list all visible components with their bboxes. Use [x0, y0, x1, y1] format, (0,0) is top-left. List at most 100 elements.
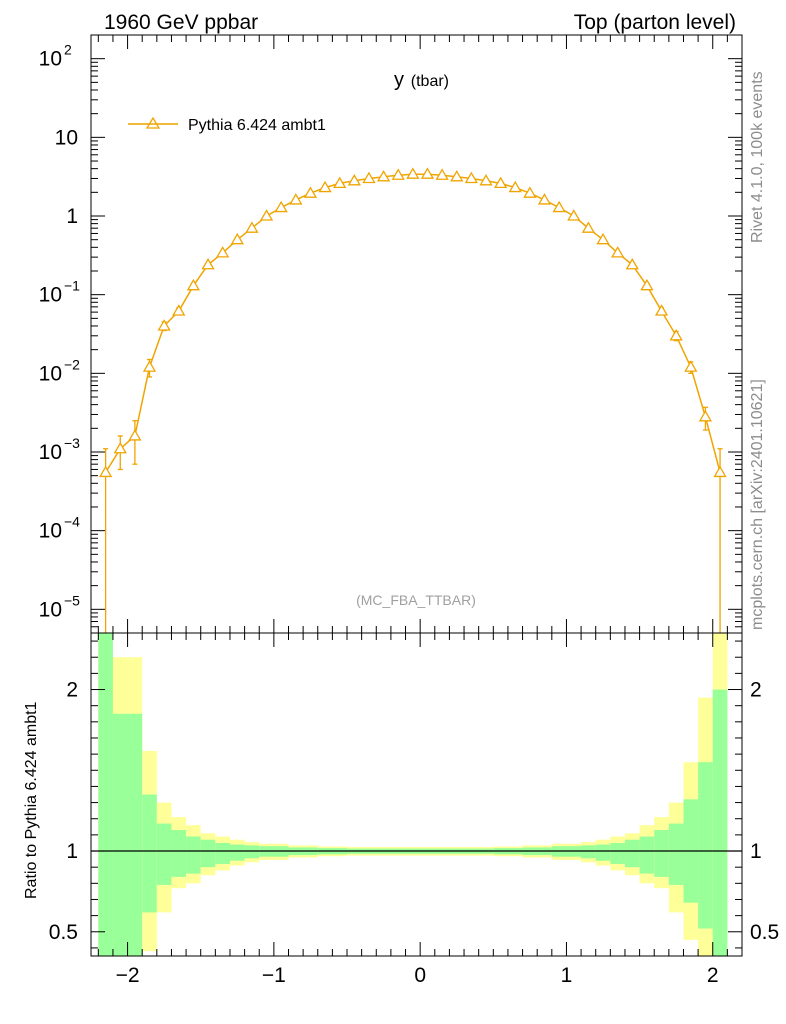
ratio-band-inner: [112, 713, 143, 956]
data-point: [362, 171, 376, 184]
data-point: [684, 360, 698, 372]
ratio-band-inner: [698, 762, 713, 929]
series-line: [104, 173, 721, 473]
main-ytick-exponent: 2: [64, 42, 72, 58]
data-point: [318, 180, 332, 193]
ratio-ytick-label: 0.5: [49, 921, 78, 944]
main-ytick-label: 1: [66, 205, 78, 228]
main-ytick-label: 10: [39, 598, 62, 621]
data-point: [596, 232, 610, 245]
source-label: mcplots.cern.ch [arXiv:2401.10621]: [749, 379, 766, 630]
main-ticks: [91, 34, 743, 633]
ratio-xtick-label: 0: [414, 964, 426, 987]
legend-label: Pythia 6.424 ambt1: [188, 117, 326, 134]
ratio-ytick-label: 2: [66, 679, 78, 702]
data-point: [420, 167, 435, 179]
data-point: [435, 168, 449, 180]
ratio-band-inner: [98, 633, 113, 956]
data-point: [99, 465, 113, 478]
plot-title: y: [394, 69, 404, 91]
ratio-ytick-label-right: 1: [750, 840, 762, 863]
data-point: [142, 360, 157, 372]
ratio-band-inner: [142, 794, 157, 913]
ratio-band-inner: [581, 845, 596, 859]
data-point: [113, 441, 127, 454]
data-point: [186, 278, 201, 291]
data-point: [508, 180, 522, 193]
main-ytick-label: 10: [39, 441, 62, 464]
data-point: [698, 410, 713, 422]
ratio-xtick-label: 2: [707, 964, 719, 987]
legend: Pythia 6.424 ambt1: [128, 116, 326, 134]
ratio-tick-labels: 0.5 0.5 1 1 2 2 −2 −1 0 1 2: [49, 679, 779, 987]
main-ytick-label: 10: [39, 284, 62, 307]
data-point: [450, 170, 464, 182]
ratio-band-inner: [610, 842, 625, 864]
data-point: [464, 171, 478, 184]
data-point: [289, 193, 303, 205]
data-point: [713, 465, 727, 478]
data-point: [493, 176, 508, 189]
ratio-band-inner: [229, 844, 245, 861]
ratio-band-inner: [654, 830, 669, 877]
ratio-xtick-label: 1: [561, 964, 573, 987]
ratio-ytick-label-right: 2: [750, 679, 762, 702]
data-point: [523, 186, 537, 198]
data-point: [376, 170, 391, 182]
main-ytick-label: 10: [39, 48, 62, 71]
ratio-band-inner: [624, 839, 640, 868]
ratio-band-inner: [244, 845, 260, 859]
data-point: [245, 221, 259, 233]
ratio-ytick-label: 1: [66, 840, 78, 863]
data-point: [391, 168, 405, 180]
ratio-xtick-label: −1: [262, 964, 286, 987]
ratio-band-inner: [215, 842, 230, 864]
data-point: [479, 174, 493, 186]
ratio-plot-frame: [90, 632, 743, 957]
main-ytick-exponent: −3: [64, 435, 80, 451]
ratio-plot: 0.5 0.5 1 1 2 2 −2 −1 0 1 2 Ratio to Pythia 6.424 …: [23, 632, 779, 987]
data-point: [552, 200, 566, 213]
data-point: [128, 429, 142, 441]
ratio-band-inner: [668, 823, 684, 885]
data-point: [230, 232, 244, 245]
version-label: Rivet 4.1.0, 100k events: [749, 71, 766, 243]
data-point: [274, 200, 288, 213]
data-point: [654, 304, 669, 316]
data-point: [216, 246, 230, 258]
main-ytick-exponent: −5: [64, 592, 80, 608]
header-right: Top (parton level): [574, 11, 736, 34]
main-ytick-label: 10: [55, 126, 78, 149]
data-point: [406, 167, 420, 179]
plot-title-sub: (tbar): [411, 73, 449, 90]
data-point: [259, 209, 274, 221]
data-point: [172, 304, 186, 316]
ratio-bands: [98, 633, 728, 956]
data-point: [303, 186, 318, 198]
data-point: [347, 174, 361, 186]
ratio-ylabel: Ratio to Pythia 6.424 ambt1: [23, 701, 40, 899]
data-point: [581, 221, 596, 233]
ratio-band-inner: [595, 844, 611, 861]
main-ytick-exponent: −4: [64, 514, 80, 530]
data-point: [567, 209, 581, 221]
data-point: [333, 176, 347, 189]
legend-marker: [145, 116, 161, 129]
main-ytick-label: 10: [39, 520, 62, 543]
ratio-band-inner: [171, 830, 187, 877]
data-point: [611, 246, 625, 258]
ratio-band-inner: [712, 689, 728, 956]
header-left: 1960 GeV ppbar: [104, 11, 258, 34]
data-point: [201, 257, 215, 270]
ratio-band-inner: [639, 836, 655, 874]
analysis-tag: (MC_FBA_TTBAR): [356, 592, 476, 608]
data-point: [640, 278, 654, 291]
ratio-band-inner: [200, 839, 216, 868]
main-ytick-exponent: −1: [64, 278, 80, 294]
data-point: [537, 193, 552, 205]
main-series: [99, 167, 727, 633]
ratio-xtick-label: −2: [116, 964, 140, 987]
